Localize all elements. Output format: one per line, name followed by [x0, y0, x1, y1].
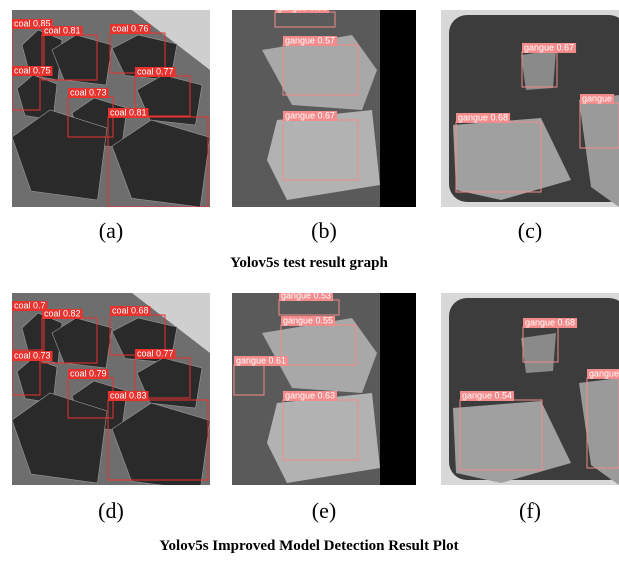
- detection-label: gangue 0.56: [277, 2, 327, 12]
- detection-label: coal 0.76: [112, 23, 149, 33]
- photo-panel: gangue 0.67 gangue 0.68 gangue: [441, 10, 619, 207]
- photo-panel: gangue 0.68 gangue 0.54 gangue: [441, 293, 619, 485]
- detection-label: gangue 0.61: [236, 355, 286, 365]
- panel-caption: (a): [99, 218, 123, 243]
- detection-label: gangue 0.53: [281, 290, 331, 300]
- detection-label: gangue 0.68: [525, 317, 575, 327]
- figure-title: Yolov5s Improved Model Detection Result …: [159, 538, 458, 554]
- gangue-rock: [267, 393, 380, 483]
- detection-label: gangue 0.54: [462, 390, 512, 400]
- dark-strip: [380, 10, 416, 207]
- detection-label: coal 0.77: [137, 348, 174, 358]
- detection-label: coal 0.7: [14, 300, 46, 310]
- photo-panel: gangue 0.56 gangue 0.57 gangue 0.67: [232, 2, 416, 207]
- detection-label: coal 0.73: [14, 350, 51, 360]
- detection-label: coal 0.75: [14, 65, 51, 75]
- gangue-rock: [267, 110, 380, 200]
- detection-label: gangue 0.67: [524, 42, 574, 52]
- detection-label: gangue 0.55: [283, 315, 333, 325]
- panel-caption: (c): [518, 218, 542, 243]
- detection-label: coal 0.79: [70, 368, 107, 378]
- panel-caption: (f): [519, 498, 541, 523]
- detection-label: coal 0.73: [70, 87, 107, 97]
- figure: Yolov5s test result graphcoal 0.85coal 0…: [0, 0, 619, 564]
- detection-label: coal 0.77: [137, 66, 174, 76]
- panel-caption: (d): [98, 498, 124, 523]
- gangue-rock: [521, 50, 556, 90]
- detection-label: coal 0.82: [44, 308, 81, 318]
- detection-label: gangue 0.67: [285, 110, 335, 120]
- gangue-rock: [521, 333, 556, 373]
- detection-label: gangue 0.57: [285, 35, 335, 45]
- detection-label: gangue 0.68: [458, 112, 508, 122]
- detection-label: coal 0.83: [110, 390, 147, 400]
- dark-strip: [380, 293, 416, 485]
- detection-label: coal 0.68: [112, 305, 149, 315]
- panel-caption: (b): [311, 218, 337, 243]
- figure-title: Yolov5s test result graph: [230, 255, 388, 271]
- photo-panel: gangue 0.53 gangue 0.55 gangue 0.61 gangue …: [232, 290, 416, 485]
- detection-label: gangue: [589, 368, 619, 378]
- detection-label: coal 0.81: [110, 107, 147, 117]
- panel-caption: (e): [312, 498, 336, 523]
- detection-label: coal 0.81: [44, 25, 81, 35]
- detection-label: gangue: [582, 93, 612, 103]
- detection-label: gangue 0.63: [285, 390, 335, 400]
